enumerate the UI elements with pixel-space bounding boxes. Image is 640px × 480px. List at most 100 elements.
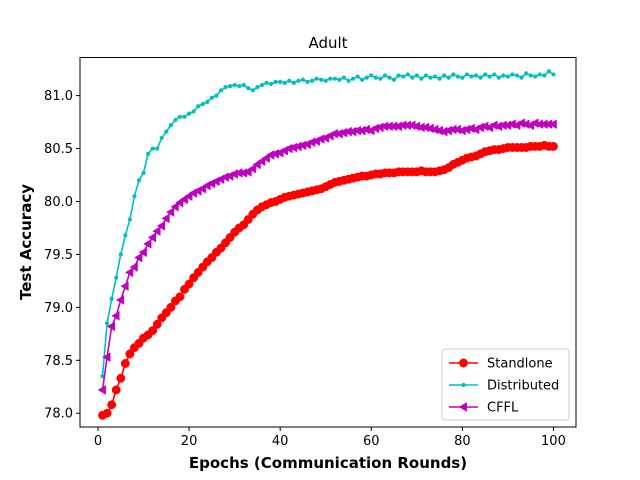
data-point-distributed-53 <box>337 77 342 82</box>
data-point-distributed-75 <box>437 76 442 81</box>
data-point-distributed-81 <box>464 72 470 77</box>
data-point-distributed-38 <box>268 81 274 87</box>
data-point-distributed-6 <box>123 233 128 238</box>
data-point-cffl-35 <box>252 159 261 170</box>
data-point-distributed-84 <box>478 75 483 80</box>
data-point-distributed-55 <box>346 78 351 83</box>
data-point-cffl-2 <box>102 352 111 362</box>
data-point-distributed-54 <box>341 75 347 80</box>
data-point-distributed-14 <box>159 135 164 141</box>
data-point-distributed-97 <box>537 72 542 77</box>
legend-entry-cffl: CFFL <box>449 401 519 416</box>
data-point-cffl-8 <box>129 262 138 272</box>
data-point-distributed-95 <box>528 73 533 78</box>
x-tick-label: 20 <box>181 434 198 449</box>
x-tick-label: 100 <box>541 434 566 449</box>
plot-frame <box>79 57 577 428</box>
data-point-cffl-4 <box>111 310 120 321</box>
data-point-distributed-3 <box>109 296 114 301</box>
series-standlone <box>98 140 558 420</box>
data-point-distributed-63 <box>382 73 388 78</box>
x-tick-label: 40 <box>272 434 289 449</box>
data-point-cffl-13 <box>152 226 161 236</box>
data-point-distributed-79 <box>455 74 460 79</box>
data-point-distributed-59 <box>364 75 369 80</box>
legend-marker-cffl <box>458 402 467 412</box>
data-point-cffl-5 <box>115 295 125 305</box>
data-point-distributed-89 <box>501 73 506 78</box>
data-point-cffl-37 <box>261 153 270 163</box>
y-axis-title: Test Accuracy <box>17 184 35 300</box>
y-axis-ticks: 78.0 78.5 79.0 79.5 80.0 80.5 81.0 <box>44 89 80 422</box>
legend-marker-standlone <box>459 358 468 368</box>
data-point-distributed-90 <box>505 74 511 79</box>
data-point-distributed-18 <box>177 114 183 119</box>
data-point-distributed-67 <box>401 74 406 79</box>
data-point-distributed-100 <box>551 72 556 77</box>
data-point-distributed-74 <box>432 74 438 79</box>
data-point-distributed-68 <box>405 72 410 77</box>
data-point-cffl-11 <box>143 239 152 249</box>
data-point-distributed-42 <box>287 78 292 83</box>
legend-entries: Standlone Distributed CFFL <box>449 357 559 416</box>
y-tick-label: 80.5 <box>44 142 73 157</box>
data-point-standlone-3 <box>107 400 117 410</box>
data-point-cffl-15 <box>161 213 170 224</box>
data-point-distributed-44 <box>296 78 301 83</box>
data-point-distributed-50 <box>323 78 328 83</box>
y-tick-label: 80.0 <box>44 195 73 210</box>
data-point-distributed-40 <box>278 79 283 84</box>
data-point-distributed-56 <box>350 76 356 81</box>
series-line-distributed <box>101 70 554 377</box>
data-point-distributed-65 <box>391 77 397 82</box>
data-point-distributed-98 <box>542 73 547 78</box>
data-point-distributed-28 <box>223 85 228 90</box>
x-tick-label: 0 <box>94 434 102 449</box>
data-point-distributed-25 <box>209 95 214 100</box>
data-point-distributed-46 <box>305 79 310 84</box>
data-point-distributed-33 <box>246 86 251 91</box>
data-point-distributed-64 <box>387 75 392 80</box>
data-point-cffl-14 <box>156 221 166 231</box>
legend-label-distributed: Distributed <box>487 379 559 394</box>
data-point-standlone-16 <box>166 302 176 312</box>
data-point-distributed-82 <box>469 74 474 79</box>
data-point-distributed-86 <box>487 74 492 79</box>
data-point-distributed-27 <box>218 88 224 93</box>
data-point-cffl-36 <box>257 156 266 167</box>
data-point-cffl-16 <box>165 207 175 217</box>
data-point-cffl-6 <box>120 281 129 292</box>
data-point-distributed-49 <box>319 77 324 82</box>
chart-title: Adult <box>308 34 347 52</box>
data-point-standlone-12 <box>148 326 158 336</box>
legend-frame <box>441 348 570 421</box>
data-point-cffl-23 <box>197 183 207 194</box>
data-point-distributed-93 <box>519 75 524 80</box>
data-point-distributed-26 <box>214 93 219 98</box>
data-point-distributed-76 <box>442 73 447 78</box>
x-tick-label: 80 <box>454 434 471 449</box>
data-point-distributed-2 <box>105 321 110 326</box>
legend-marker-distributed <box>461 382 466 388</box>
legend-entry-distributed: Distributed <box>449 379 559 394</box>
data-point-distributed-21 <box>191 109 196 114</box>
data-point-distributed-30 <box>232 82 237 88</box>
data-point-distributed-12 <box>150 146 155 151</box>
data-point-cffl-1 <box>97 385 106 395</box>
data-point-distributed-99 <box>546 69 551 74</box>
data-point-standlone-6 <box>120 359 130 368</box>
data-point-cffl-100 <box>548 119 557 130</box>
data-point-distributed-29 <box>227 83 233 89</box>
data-point-standlone-2 <box>102 408 112 418</box>
data-point-cffl-10 <box>138 247 147 258</box>
x-axis-title: Epochs (Communication Rounds) <box>189 454 467 472</box>
data-point-distributed-24 <box>205 99 210 105</box>
series-distributed <box>100 69 556 379</box>
data-point-distributed-31 <box>237 83 242 89</box>
data-point-distributed-4 <box>114 275 119 280</box>
data-point-distributed-80 <box>460 75 465 80</box>
y-tick-label: 78.5 <box>44 354 73 369</box>
data-point-distributed-7 <box>127 217 132 222</box>
data-point-distributed-62 <box>378 76 383 81</box>
